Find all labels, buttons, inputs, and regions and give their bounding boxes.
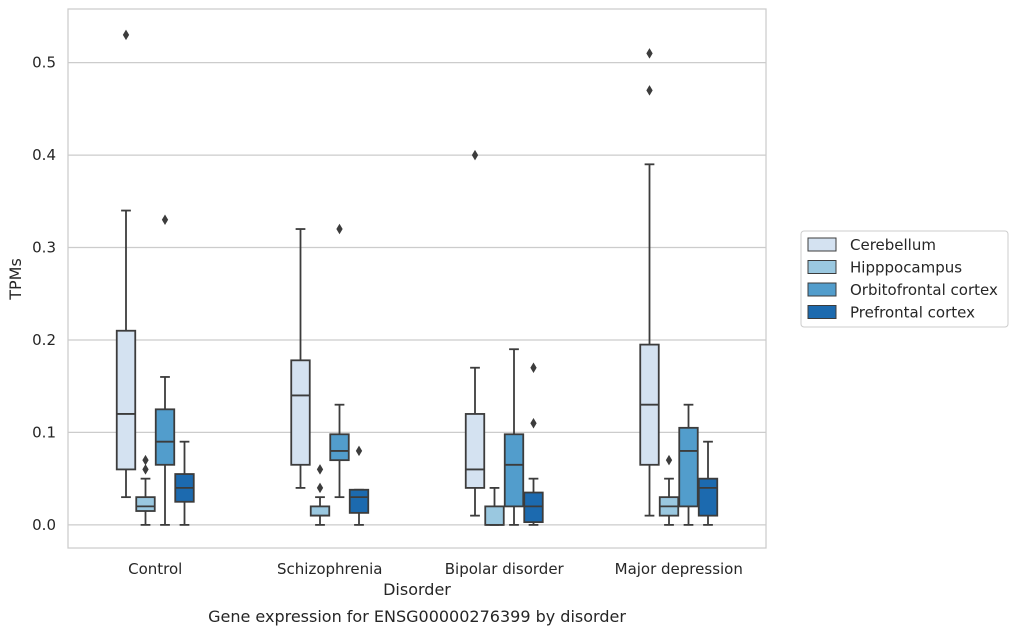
legend-label: Prefrontal cortex xyxy=(850,304,975,322)
box-iqr xyxy=(154,408,176,466)
legend-swatch xyxy=(807,282,837,297)
outlier-point xyxy=(665,454,673,466)
y-tick-labels: 0.0 0.1 0.2 0.3 0.4 0.5 xyxy=(32,54,56,534)
box-iqr xyxy=(678,426,699,508)
box-iqr xyxy=(484,505,505,526)
x-axis-label: Disorder xyxy=(383,580,451,599)
y-tick-label: 0.5 xyxy=(32,54,56,72)
x-tick-label: Schizophrenia xyxy=(277,560,382,578)
outlier-point xyxy=(316,482,324,494)
y-axis-label: TPMs xyxy=(6,258,25,301)
box-prefrontal-cortex-3 xyxy=(697,440,719,526)
box-cerebellum-0 xyxy=(115,29,137,499)
box-orbitofrontal-cortex-0 xyxy=(154,214,176,526)
x-tick-label: Control xyxy=(128,560,182,578)
box-iqr xyxy=(290,359,311,466)
outlier-point xyxy=(471,149,479,161)
box-hipppocampus-1 xyxy=(309,464,331,526)
outlier-point xyxy=(336,223,343,235)
box-orbitofrontal-cortex-1 xyxy=(329,223,350,499)
box-prefrontal-cortex-1 xyxy=(348,445,370,526)
plot-frame xyxy=(67,8,767,549)
legend-swatch xyxy=(807,237,837,252)
plot-background xyxy=(68,9,766,548)
gridlines xyxy=(68,61,766,526)
y-tick-label: 0.4 xyxy=(32,146,56,164)
outlier-point xyxy=(122,29,130,41)
box-iqr xyxy=(503,433,525,508)
box-iqr xyxy=(309,505,331,517)
box-orbitofrontal-cortex-2 xyxy=(503,348,525,526)
legend-label: Hipppocampus xyxy=(850,259,962,277)
box-prefrontal-cortex-2 xyxy=(523,362,544,526)
legend-swatch xyxy=(807,305,837,319)
box-orbitofrontal-cortex-3 xyxy=(678,403,699,526)
outlier-point xyxy=(161,214,169,226)
x-tick-label: Bipolar disorder xyxy=(445,560,565,578)
figure-caption: Gene expression for ENSG00000276399 by d… xyxy=(208,607,626,626)
y-tick-label: 0.2 xyxy=(32,331,56,349)
box-iqr xyxy=(115,329,137,471)
outlier-point xyxy=(646,48,653,59)
box-iqr xyxy=(329,433,350,462)
legend-label: Cerebellum xyxy=(850,236,936,254)
box-iqr xyxy=(348,488,370,514)
y-tick-label: 0.1 xyxy=(32,423,56,441)
boxes xyxy=(115,29,719,526)
outlier-point xyxy=(646,85,653,96)
box-iqr xyxy=(135,496,156,512)
outlier-point xyxy=(142,454,149,466)
y-tick-label: 0.0 xyxy=(32,516,56,534)
legend-label: Orbitofrontal cortex xyxy=(850,281,998,299)
box-iqr xyxy=(523,491,544,524)
outlier-point xyxy=(355,445,363,457)
box-hipppocampus-0 xyxy=(135,454,156,526)
x-tick-labels: Control Schizophrenia Bipolar disorder Majo… xyxy=(128,560,743,578)
box-iqr xyxy=(697,477,719,517)
y-tick-label: 0.3 xyxy=(32,239,56,257)
x-tick-label: Major depression xyxy=(615,560,743,578)
box-iqr xyxy=(464,413,486,489)
outlier-point xyxy=(142,464,149,475)
outlier-point xyxy=(530,417,537,429)
legend: Cerebellum Hipppocampus Orbitofrontal cort… xyxy=(800,230,1009,328)
outlier-point xyxy=(316,464,324,475)
box-cerebellum-2 xyxy=(464,149,486,517)
outlier-point xyxy=(530,362,537,373)
box-hipppocampus-3 xyxy=(658,454,680,526)
box-cerebellum-1 xyxy=(290,228,311,489)
box-cerebellum-3 xyxy=(639,48,660,517)
legend-swatch xyxy=(807,260,837,274)
box-prefrontal-cortex-0 xyxy=(174,440,195,526)
box-hipppocampus-2 xyxy=(484,487,505,526)
legend-frame xyxy=(800,230,1009,328)
